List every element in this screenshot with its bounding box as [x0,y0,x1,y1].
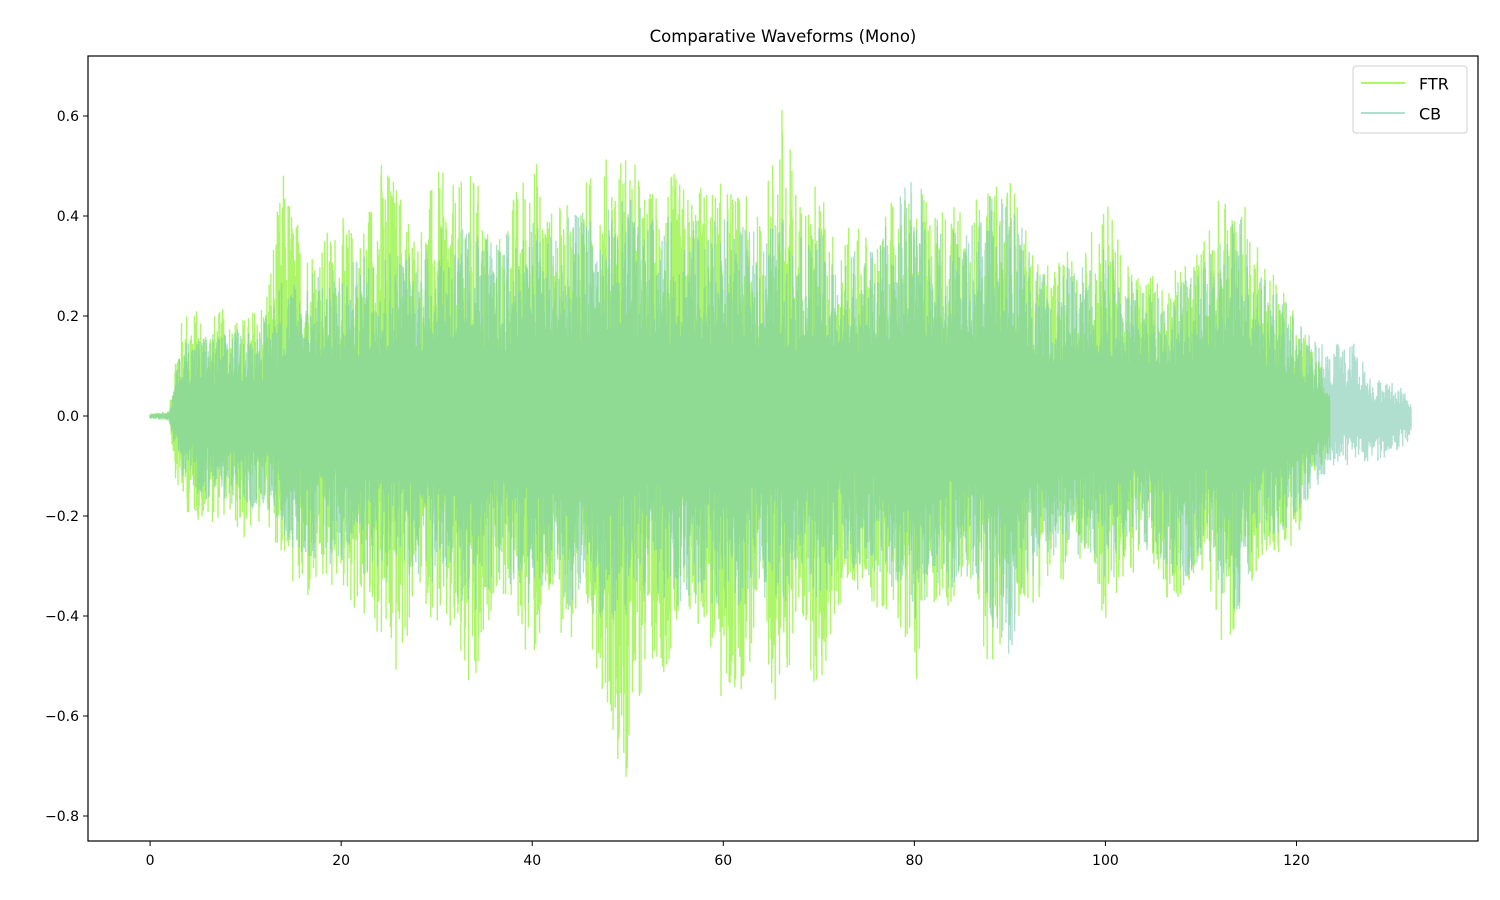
y-tick-label: 0.2 [57,309,79,325]
x-tick-label: 20 [332,853,350,869]
x-tick-label: 60 [714,853,732,869]
plot-area [149,110,1412,777]
x-tick-label: 120 [1283,853,1310,869]
x-tick-label: 40 [523,853,541,869]
x-axis: 0 20 40 60 80 100 120 [146,841,1310,869]
series-cb-waveform [149,182,1412,654]
x-tick-label: 100 [1092,853,1119,869]
chart-title: Comparative Waveforms (Mono) [650,27,917,46]
legend-label-ftr: FTR [1419,75,1449,94]
legend-label-cb: CB [1419,105,1441,124]
y-tick-label: −0.8 [45,809,79,825]
y-tick-label: 0.0 [57,409,79,425]
legend: FTR CB [1352,65,1468,134]
y-tick-label: −0.6 [45,709,79,725]
y-tick-label: 0.6 [57,109,79,125]
axes-frame [87,55,1479,842]
legend-box [1352,65,1468,134]
y-tick-label: −0.2 [45,509,79,525]
y-axis: −0.8 −0.6 −0.4 −0.2 0.0 0.2 0.4 0.6 [45,109,88,825]
x-tick-label: 80 [905,853,923,869]
y-tick-label: −0.4 [45,609,79,625]
x-tick-label: 0 [146,853,155,869]
y-tick-label: 0.4 [57,209,79,225]
